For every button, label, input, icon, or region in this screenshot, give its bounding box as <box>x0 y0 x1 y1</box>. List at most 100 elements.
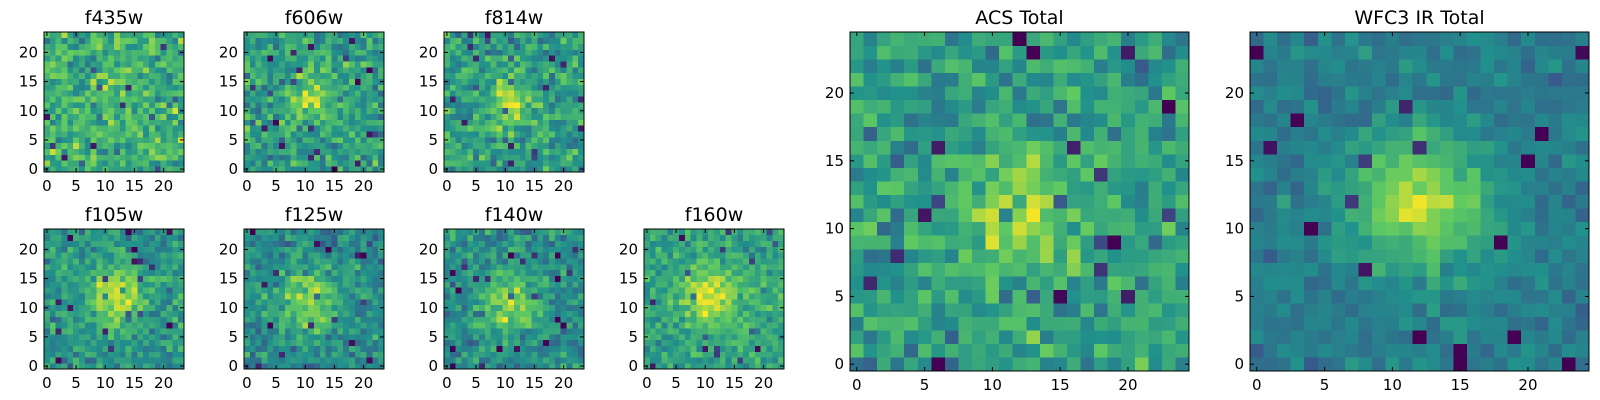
heatmap-cell <box>578 287 585 294</box>
heatmap-cell <box>519 287 526 294</box>
heatmap-cell <box>261 55 268 62</box>
heatmap-cell <box>644 287 651 294</box>
heatmap-cell <box>455 264 462 271</box>
heatmap-cell <box>143 269 150 276</box>
heatmap-cell <box>366 49 373 56</box>
heatmap-cell <box>461 37 468 44</box>
heatmap-cell <box>490 113 497 120</box>
heatmap-cell <box>743 304 750 311</box>
heatmap-cell <box>661 240 668 247</box>
heatmap-cell <box>67 229 74 236</box>
heatmap-cell <box>479 137 486 144</box>
heatmap-cell <box>172 125 179 132</box>
heatmap-cell <box>543 322 550 329</box>
heatmap-cell <box>737 234 744 241</box>
heatmap-cell <box>178 131 185 138</box>
heatmap-cell <box>114 102 121 109</box>
heatmap-cell <box>273 258 280 265</box>
heatmap-cell <box>296 275 303 282</box>
heatmap-cell <box>917 59 932 73</box>
heatmap-cell <box>49 55 56 62</box>
heatmap-cell <box>549 299 556 306</box>
heatmap-cell <box>108 299 115 306</box>
heatmap-cell <box>566 240 573 247</box>
heatmap-cell <box>349 125 356 132</box>
heatmap-cell <box>249 328 256 335</box>
heatmap-cell <box>160 72 167 79</box>
heatmap-cell <box>343 96 350 103</box>
heatmap-cell <box>96 148 103 155</box>
heatmap-cell <box>719 310 726 317</box>
heatmap-cell <box>244 102 251 109</box>
heatmap-cell <box>560 43 567 50</box>
heatmap-cell <box>1161 72 1176 87</box>
heatmap-cell <box>850 99 864 114</box>
heatmap-cell <box>255 334 262 341</box>
heatmap-cell <box>549 229 556 236</box>
heatmap-cell <box>137 61 144 68</box>
heatmap-cell <box>714 310 721 317</box>
heatmap-cell <box>714 246 721 253</box>
heatmap-cell <box>760 322 767 329</box>
heatmap-cell <box>467 160 474 167</box>
heatmap-cell <box>279 137 286 144</box>
heatmap-cell <box>479 131 486 138</box>
heatmap-cell <box>1148 262 1163 277</box>
heatmap-cell <box>137 137 144 144</box>
heatmap-cell <box>508 154 515 161</box>
heatmap-cell <box>314 316 321 323</box>
heatmap-cell <box>525 107 532 114</box>
heatmap-cell <box>79 293 86 300</box>
heatmap-cell <box>690 339 697 346</box>
heatmap-cell <box>166 43 173 50</box>
heatmap-cell <box>1250 357 1264 372</box>
heatmap-cell <box>166 142 173 149</box>
heatmap-cell <box>772 351 779 358</box>
heatmap-cell <box>537 84 544 91</box>
heatmap-cell <box>877 86 891 101</box>
heatmap-cell <box>931 248 946 263</box>
heatmap-cell <box>284 96 291 103</box>
heatmap-cell <box>154 252 161 259</box>
heatmap-cell <box>244 339 251 346</box>
heatmap-cell <box>273 148 280 155</box>
heatmap-cell <box>766 264 773 271</box>
heatmap-cell <box>108 334 115 341</box>
heatmap-cell <box>944 59 959 73</box>
heatmap-cell <box>284 107 291 114</box>
heatmap-cell <box>684 316 691 323</box>
heatmap-cell <box>366 322 373 329</box>
heatmap-cell <box>578 102 585 109</box>
heatmap-cell <box>354 351 361 358</box>
heatmap-cell <box>525 240 532 247</box>
heatmap-cell <box>308 107 315 114</box>
heatmap-cell <box>479 61 486 68</box>
heatmap-cell <box>149 61 156 68</box>
heatmap-cell <box>61 125 68 132</box>
heatmap-cell <box>84 55 91 62</box>
heatmap-cell <box>255 322 262 329</box>
heatmap-cell <box>249 84 256 91</box>
heatmap-cell <box>325 49 332 56</box>
heatmap-cell <box>702 240 709 247</box>
heatmap-cell <box>366 281 373 288</box>
heatmap-cell <box>1175 276 1190 290</box>
heatmap-cell <box>354 72 361 79</box>
heatmap-cell <box>114 90 121 97</box>
heatmap-cell <box>160 55 167 62</box>
x-tick-label: 20 <box>154 374 173 392</box>
heatmap-cell <box>549 316 556 323</box>
heatmap-cell <box>267 61 274 68</box>
heatmap-cell <box>1148 330 1163 345</box>
heatmap-cell <box>61 166 68 173</box>
heatmap-cell <box>372 287 379 294</box>
heatmap-cell <box>537 252 544 259</box>
heatmap-cell <box>249 275 256 282</box>
heatmap-cell <box>502 252 509 259</box>
heatmap-cell <box>890 126 905 141</box>
heatmap-cell <box>49 345 56 352</box>
heatmap-cell <box>554 84 561 91</box>
heatmap-cell <box>331 125 338 132</box>
heatmap-cell <box>102 96 109 103</box>
